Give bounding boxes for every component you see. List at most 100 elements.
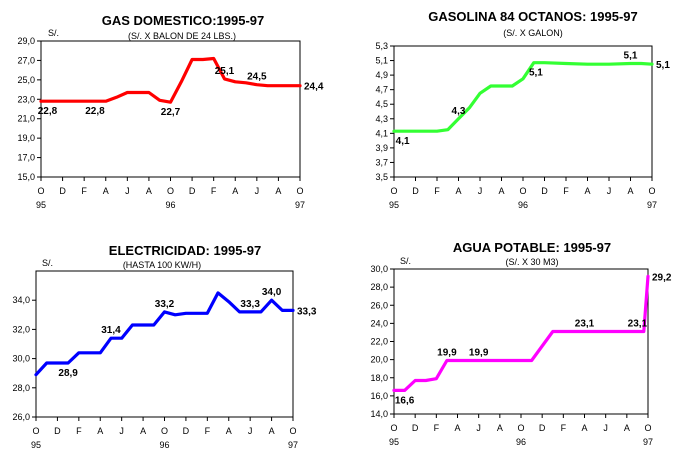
data-point [174,314,176,316]
data-label: 23,1 [628,319,648,330]
chart-subtitle: (HASTA 100 KW/H) [123,260,201,270]
data-point [281,309,283,312]
y-tick-label: 30,0 [12,354,30,364]
data-point [643,330,645,333]
data-point [142,324,144,326]
data-point [270,299,273,301]
x-tick-label: O [167,186,174,196]
data-point [456,359,459,362]
x-year-label: 97 [647,200,657,210]
data-point [436,130,438,132]
data-point [202,58,204,61]
chart-4: AGUA POTABLE: 1995-97 (S/. X 30 M3) S/. 14,… [370,240,671,447]
data-point [126,91,128,94]
data-point [169,101,172,103]
data-point [267,85,269,87]
data-point [393,389,395,392]
x-tick-label: A [103,186,109,196]
y-tick-label: 26,0 [370,300,388,310]
y-tick-label: 4,5 [375,99,388,109]
chart-subtitle: (S/. X GALON) [503,28,563,38]
data-point [238,311,241,313]
x-tick-label: O [37,186,44,196]
data-point [608,63,610,65]
y-tick-label: 28,0 [12,383,30,393]
plot-area [40,40,301,178]
chart-title: GASOLINA 84 OCTANOS: 1995-97 [428,9,638,24]
y-tick-label: 22,0 [370,337,388,347]
x-tick-label: A [454,423,460,433]
x-tick-label: D [189,186,196,196]
data-point [543,62,546,64]
data-point [131,324,133,326]
x-year-label: 95 [389,437,399,447]
data-point [565,62,567,65]
data-point [425,379,427,382]
x-tick-label: F [434,186,440,196]
data-point [629,62,632,65]
data-point [35,374,37,376]
x-year-label: 95 [389,200,399,210]
y-tick-label: 32,0 [12,324,30,334]
x-tick-label: O [644,423,651,433]
data-label: 4,3 [452,106,466,117]
data-point [180,81,182,83]
data-label: 5,1 [656,60,670,71]
chart-title: AGUA POTABLE: 1995-97 [453,240,611,255]
data-point [40,100,42,102]
chart-title: GAS DOMESTICO:1995-97 [102,13,265,28]
data-label: 19,9 [469,348,489,359]
data-point [277,85,280,87]
chart-subtitle: (S/. X 30 M3) [505,257,558,267]
data-point [249,311,251,313]
data-point [541,345,543,347]
x-tick-label: A [455,186,461,196]
y-tick-label: 20,0 [370,355,388,365]
data-point [457,118,460,120]
y-tick-label: 28,0 [370,282,388,292]
data-point [414,379,416,382]
x-tick-label: A [140,426,146,436]
chart-subtitle: (S/. X BALON DE 24 LBS.) [128,31,236,41]
y-tick-label: 3,5 [375,172,388,182]
chart-3: ELECTRICIDAD: 1995-97 (HASTA 100 KW/H) S/.… [12,243,316,450]
y-tick-label: 27,0 [17,55,35,65]
y-tick-label: 24,0 [370,318,388,328]
data-point [393,130,395,132]
x-tick-label: F [434,423,440,433]
x-tick-label: D [539,423,546,433]
data-label: 33,2 [155,299,175,310]
data-point [185,312,187,314]
x-year-label: 97 [288,440,298,450]
data-point [78,352,80,354]
x-year-label: 96 [516,437,526,447]
data-point [245,82,247,84]
data-point [206,312,208,314]
data-point [223,78,226,80]
data-point [478,359,480,362]
data-point [583,330,586,333]
plot-area [35,270,294,418]
data-label: 31,4 [101,325,121,336]
data-point [586,63,589,65]
x-year-label: 96 [159,440,169,450]
data-point [115,96,118,98]
data-point [499,359,501,362]
x-tick-label: F [76,426,82,436]
x-year-label: 96 [165,200,175,210]
data-point [110,337,112,339]
data-point [99,352,101,354]
data-point [137,91,139,94]
y-tick-label: 4,9 [375,70,388,80]
x-tick-label: A [226,426,232,436]
data-label: 22,8 [85,106,105,117]
data-label: 5,1 [624,50,638,61]
data-label: 24,5 [247,72,267,83]
y-tick-label: 5,1 [375,56,388,66]
x-tick-label: D [412,423,419,433]
data-point [121,337,123,339]
x-tick-label: J [607,186,612,196]
data-label: 5,1 [529,68,543,79]
x-tick-label: F [211,186,217,196]
x-tick-label: O [161,426,168,436]
